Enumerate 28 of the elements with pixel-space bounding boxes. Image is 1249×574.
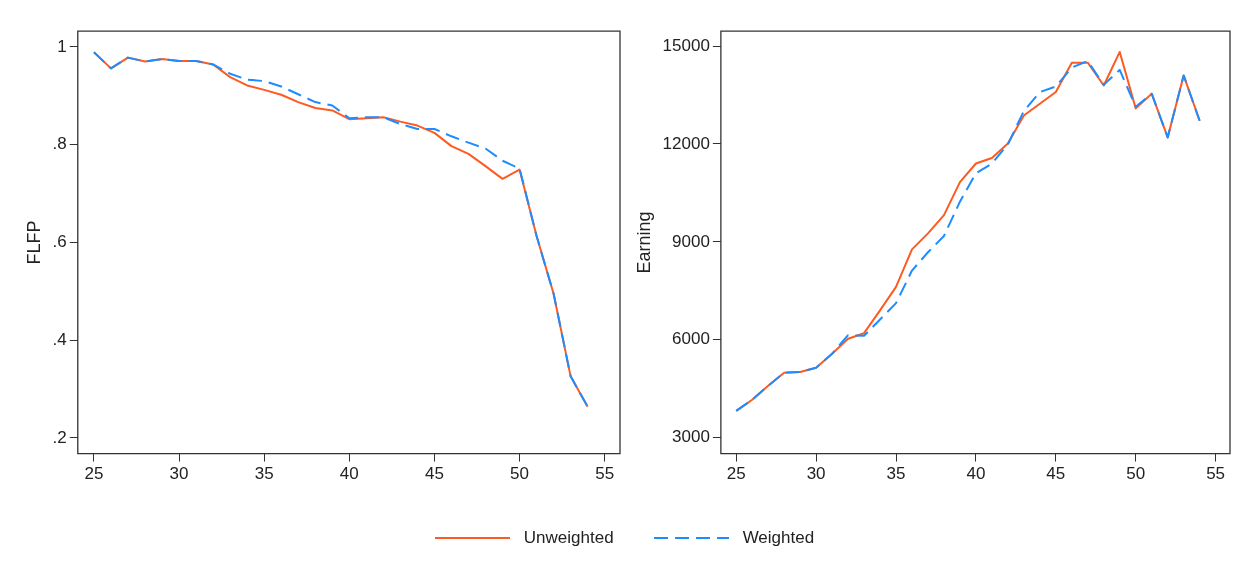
y-tick-label: .6 [52, 232, 67, 252]
x-tick-label: 35 [886, 464, 906, 484]
y-axis-title: FLFP [23, 220, 44, 265]
x-tick-label: 50 [1126, 464, 1146, 484]
x-tick-label: 25 [84, 464, 104, 484]
legend-label: Unweighted [523, 528, 614, 548]
x-tick-label: 55 [1206, 464, 1226, 484]
y-tick-label: .2 [52, 427, 67, 447]
y-tick-label: 3000 [672, 427, 710, 447]
x-tick-label: 40 [339, 464, 359, 484]
x-tick-label: 35 [254, 464, 274, 484]
x-tick-label: 25 [726, 464, 746, 484]
y-tick-label: .8 [52, 134, 67, 154]
x-tick-label: 30 [806, 464, 826, 484]
legend-label: Weighted [742, 528, 815, 548]
x-tick-label: 40 [966, 464, 986, 484]
y-tick-label: 1 [57, 36, 67, 56]
x-tick-label: 55 [595, 464, 615, 484]
y-axis-title: Earning [633, 211, 654, 274]
x-tick-label: 45 [424, 464, 444, 484]
y-tick-label: 6000 [672, 329, 710, 349]
y-tick-label: 9000 [672, 231, 710, 251]
x-tick-label: 45 [1046, 464, 1066, 484]
x-tick-label: 30 [169, 464, 189, 484]
y-tick-label: .4 [52, 329, 67, 349]
y-tick-label: 15000 [662, 35, 710, 55]
y-tick-label: 12000 [662, 133, 710, 153]
x-tick-label: 50 [510, 464, 530, 484]
